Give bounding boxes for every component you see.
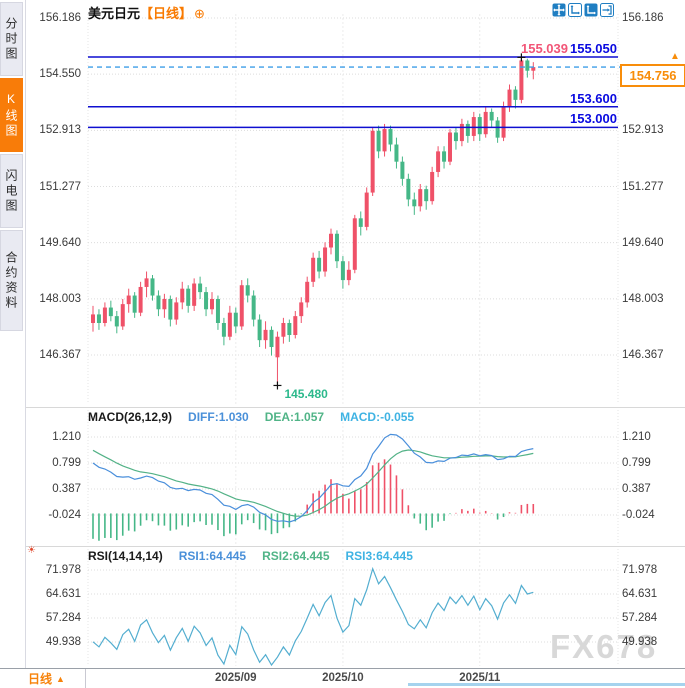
axis-tick-label: 152.913 — [39, 124, 81, 137]
hline-label-155050[interactable]: 155.050 — [570, 40, 617, 56]
hline-label-153600[interactable]: 153.600 — [570, 90, 617, 106]
macd-dea-readout: DEA:1.057 — [264, 410, 325, 424]
rsi1-readout: RSI1:64.445 — [178, 549, 247, 563]
axis-tick-label: 0.387 — [52, 483, 81, 495]
toolbar — [552, 3, 614, 17]
macd-title: MACD(26,12,9) — [88, 410, 173, 424]
sidebar-tab-lightning-chart[interactable]: 闪电图 — [0, 154, 23, 228]
symbol-name: 美元日元 — [88, 6, 141, 21]
axis-tick-label: 149.640 — [622, 236, 664, 249]
macd-diff-readout: DIFF:1.030 — [188, 410, 249, 424]
pan-crosshair-icon[interactable] — [552, 3, 566, 17]
period-label: 日线 — [28, 672, 53, 686]
indicator-settings-icon[interactable]: ☀ — [27, 545, 36, 556]
rsi2-readout: RSI2:64.445 — [262, 549, 330, 563]
axis-tick-label: 148.003 — [622, 292, 664, 305]
x-axis-month-label: 2025/11 — [459, 672, 501, 684]
axis-tick-label: 151.277 — [622, 180, 664, 193]
current-price-box: 154.756 — [620, 64, 685, 88]
axis-tick-label: 152.913 — [622, 124, 664, 137]
axis-range-icon[interactable] — [568, 3, 582, 17]
axis-tick-label: 57.284 — [622, 612, 658, 624]
axis-tick-label: -0.024 — [622, 509, 655, 521]
axis-range-active-icon[interactable] — [584, 3, 598, 17]
macd-header: MACD(26,12,9) DIFF:1.030 DEA:1.057 MACD:… — [88, 410, 414, 424]
rsi-header: RSI(14,14,14) RSI1:64.445 RSI2:64.445 RS… — [88, 549, 413, 563]
rsi3-readout: RSI3:64.445 — [345, 549, 413, 563]
axis-tick-label: 0.387 — [622, 483, 651, 495]
chevron-up-icon: ▲ — [56, 673, 65, 684]
axis-tick-label: 148.003 — [39, 292, 81, 305]
axis-tick-label: 146.367 — [622, 349, 664, 362]
axis-tick-label: -0.024 — [48, 509, 81, 521]
axis-tick-label: 0.799 — [622, 457, 651, 469]
scrollbar[interactable] — [408, 683, 685, 686]
period-tag: 【日线】 — [140, 6, 193, 21]
rsi-title: RSI(14,14,14) — [88, 549, 163, 563]
x-axis-month-label: 2025/09 — [215, 672, 257, 684]
axis-tick-label: 49.938 — [622, 636, 658, 648]
axis-tick-label: 64.631 — [45, 588, 81, 600]
indicator-add-icon[interactable]: ⊕ — [194, 6, 205, 21]
low-price-label: 145.480 — [284, 387, 328, 402]
axis-tick-label: 146.367 — [39, 349, 81, 362]
macd-hist-readout: MACD:-0.055 — [340, 410, 415, 424]
axis-tick-label: 1.210 — [52, 431, 81, 443]
x-axis-month-label: 2025/10 — [322, 672, 364, 684]
high-price-label: 155.039 — [521, 40, 568, 56]
axis-tick-label: 149.640 — [39, 236, 81, 249]
sidebar: 分时图 K线图 闪电图 合约资料 — [0, 0, 26, 688]
axis-tick-label: 57.284 — [45, 612, 81, 624]
axis-tick-label: 156.186 — [39, 12, 81, 24]
period-selector[interactable]: 日线 ▲ — [0, 669, 86, 688]
hline-label-153000[interactable]: 153.000 — [570, 111, 617, 127]
axis-tick-label: 154.550 — [39, 68, 81, 81]
axis-tick-label: 71.978 — [45, 564, 81, 576]
axis-tick-label: 71.978 — [622, 564, 658, 576]
chart-title: 美元日元【日线】 ⊕ — [88, 3, 205, 22]
axis-tick-label: 156.186 — [622, 12, 664, 24]
sidebar-tab-candle-chart[interactable]: K线图 — [0, 78, 23, 152]
watermark: FX678 — [550, 628, 658, 665]
collapse-panel-icon[interactable] — [600, 3, 614, 17]
axis-tick-label: 151.277 — [39, 180, 81, 193]
axis-tick-label: 1.210 — [622, 431, 651, 443]
price-marker-arrow-icon: ▲ — [670, 51, 680, 63]
axis-tick-label: 49.938 — [45, 636, 81, 648]
axis-tick-label: 0.799 — [52, 457, 81, 469]
axis-tick-label: 64.631 — [622, 588, 658, 600]
sidebar-tab-time-chart[interactable]: 分时图 — [0, 2, 23, 76]
sidebar-tab-contract-info[interactable]: 合约资料 — [0, 230, 23, 331]
